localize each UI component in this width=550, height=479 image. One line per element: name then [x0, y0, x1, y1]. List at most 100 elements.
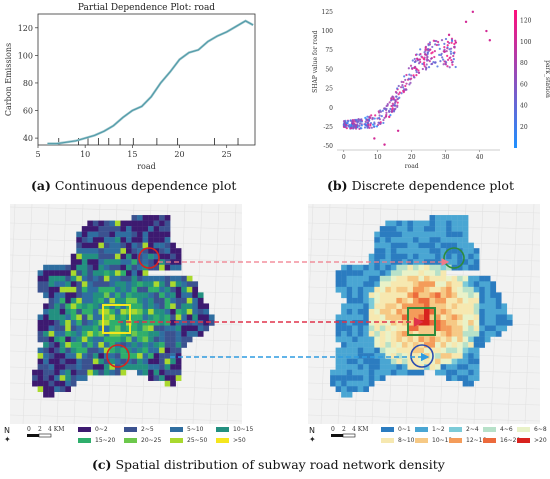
map-cell [120, 286, 127, 293]
scatter-point [448, 57, 451, 60]
map-cell [164, 347, 171, 354]
map-cell [65, 275, 71, 282]
map-cell [43, 347, 49, 354]
map-cell [390, 220, 397, 227]
map-cell [131, 364, 138, 370]
map-cell [385, 331, 392, 337]
map-cell [424, 220, 430, 227]
map-cell [412, 292, 419, 299]
map-cell [164, 358, 171, 365]
map-cell [495, 320, 502, 326]
map-cell [412, 275, 419, 282]
map-cell [126, 231, 132, 238]
y-tick-label: 125 [322, 9, 334, 16]
scatter-point [383, 143, 386, 146]
map-cell [368, 303, 375, 310]
scatter-point [415, 73, 418, 77]
map-cell [43, 286, 49, 293]
map-cell [87, 253, 94, 260]
map-cell [396, 253, 403, 260]
map-cell [109, 353, 116, 359]
map-cell [363, 314, 369, 321]
map-cell [424, 342, 430, 348]
map-cell [424, 331, 430, 337]
map-cell [114, 281, 121, 288]
map-cell [37, 386, 44, 393]
map-cell [363, 286, 369, 293]
map-cell [181, 331, 187, 337]
map-cell [43, 353, 49, 359]
scatter-point [345, 127, 348, 130]
map-cell [346, 347, 353, 354]
scatter-point [431, 45, 434, 49]
map-cell [346, 308, 353, 315]
map-cell [114, 358, 121, 365]
legend-left: 0~2 2~5 5~10 10~15 15~20 20~25 25~50 >50 [78, 426, 258, 450]
map-cell [170, 314, 176, 321]
map-cell [457, 375, 463, 381]
map-cell [70, 358, 77, 365]
map-cell [54, 320, 60, 326]
map-cell [54, 375, 60, 381]
map-cell [54, 303, 60, 310]
map-cell [418, 286, 425, 293]
map-cell [76, 314, 83, 321]
map-cell [457, 314, 463, 321]
map-cell [479, 314, 485, 321]
map-cell [153, 320, 160, 326]
map-cell [148, 253, 154, 260]
map-cell [446, 248, 452, 254]
map-cell [418, 264, 425, 271]
map-cell [92, 226, 99, 232]
map-cell [468, 331, 474, 337]
scatter-point [411, 67, 414, 70]
map-cell [484, 275, 491, 282]
map-cell [374, 275, 381, 282]
map-cell [70, 270, 77, 277]
map-cell [379, 237, 386, 243]
map-cell [341, 369, 347, 376]
map-cell [137, 303, 143, 310]
map-cell [390, 275, 397, 282]
map-cell [92, 364, 99, 370]
map-cell [87, 308, 94, 315]
map-cell [368, 286, 375, 293]
map-cell [109, 286, 116, 293]
map-cell [48, 353, 55, 359]
map-cell [363, 303, 369, 310]
map-cell [401, 264, 408, 271]
map-cell [368, 336, 375, 343]
map-cell [473, 358, 480, 365]
map-cell [137, 215, 143, 221]
map-cell [153, 215, 160, 221]
street-line [22, 204, 33, 424]
map-cell [357, 353, 364, 359]
map-cell [164, 286, 171, 293]
map-cell [451, 242, 458, 249]
map-cell [48, 369, 55, 376]
map-cell [363, 380, 369, 387]
map-cell [59, 314, 66, 321]
map-cell [379, 275, 386, 282]
map-cell [37, 320, 44, 326]
map-cell [379, 292, 386, 299]
map-cell [473, 336, 480, 343]
map-cell [462, 281, 469, 288]
map-cell [446, 320, 452, 326]
map-cell [451, 248, 458, 254]
map-cell [379, 342, 386, 348]
map-cell [352, 347, 358, 354]
map-cell [412, 342, 419, 348]
scatter-point [421, 67, 424, 71]
street-line [308, 414, 540, 422]
map-cell [346, 331, 353, 337]
highlight-circle-north [138, 247, 160, 269]
scatter-point [446, 46, 449, 49]
map-cell [379, 353, 386, 359]
map-cell [490, 314, 497, 321]
legend-item: 5~10 [170, 426, 203, 433]
map-cell [407, 248, 414, 254]
map-cell [335, 331, 342, 337]
map-cell [164, 292, 171, 299]
map-cell [412, 231, 419, 238]
